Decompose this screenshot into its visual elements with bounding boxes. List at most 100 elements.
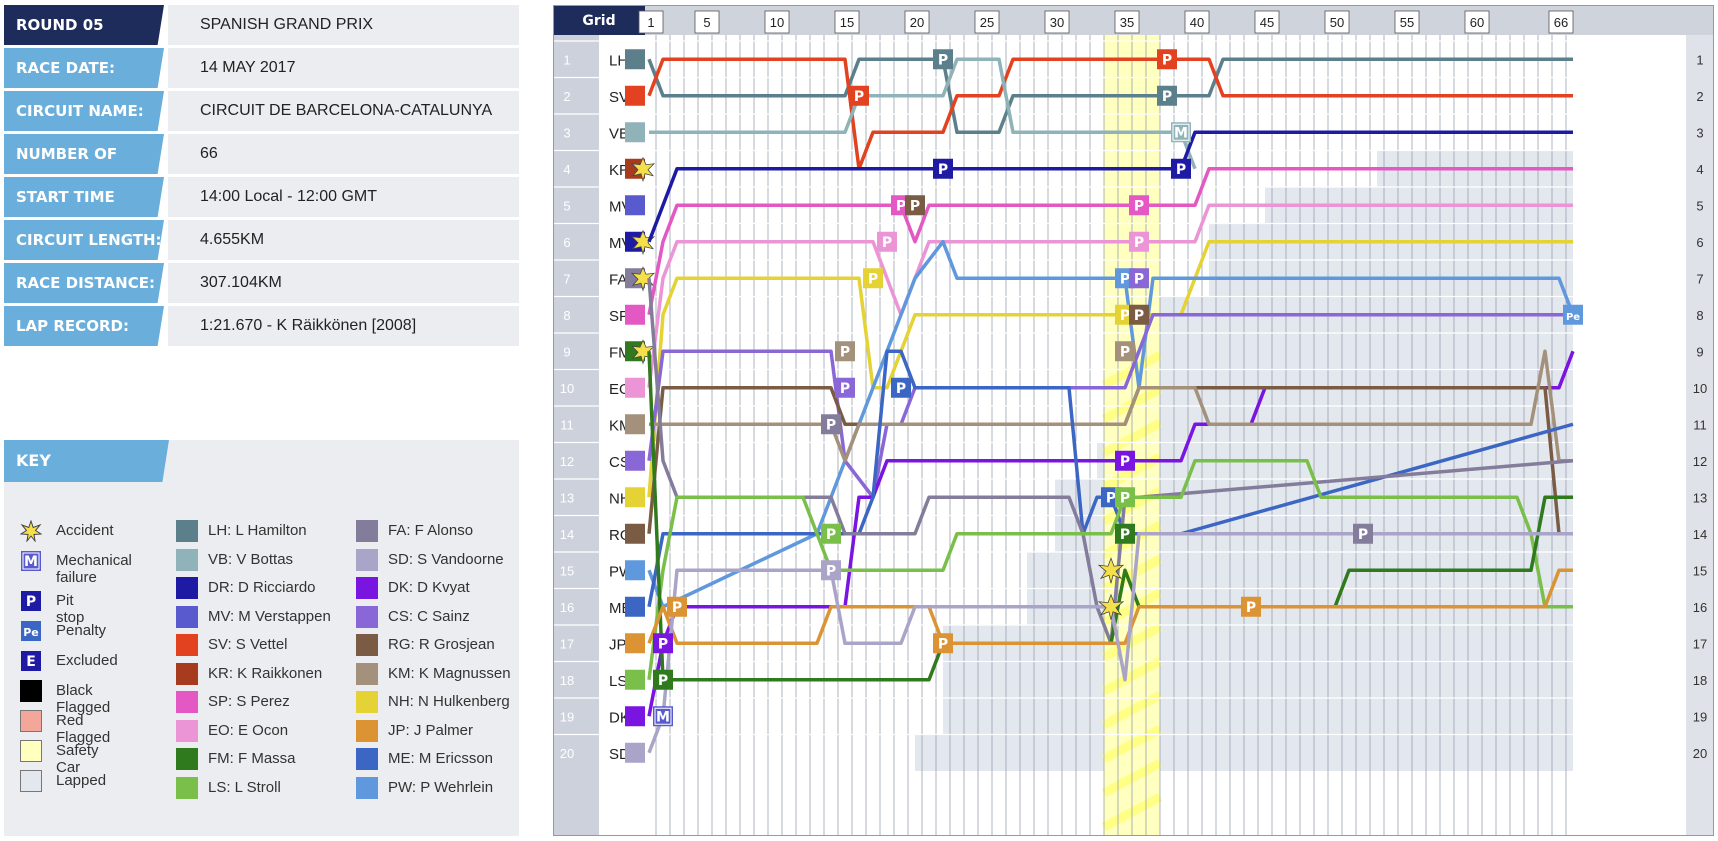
grid-header-box (553, 5, 645, 35)
info-value: 307.104KM (168, 263, 519, 303)
pit-icon (1353, 523, 1373, 544)
marker-label: Pe (1566, 312, 1580, 323)
grid-position-number: 13 (560, 490, 574, 505)
mechanical-icon-border (1172, 123, 1190, 141)
pit-icon (1115, 487, 1135, 508)
lap-tick-box (834, 10, 860, 34)
pit-icon (1115, 450, 1135, 471)
grid-position-number: 10 (560, 381, 574, 396)
info-label: CIRCUIT NAME: (4, 91, 164, 131)
marker-label: P (1106, 490, 1116, 506)
driver-key-label: VB: V Bottas (208, 550, 294, 568)
driver-key-label: LS: L Stroll (208, 778, 281, 796)
lapped-icon (20, 770, 42, 792)
driver-line-sd (647, 532, 1573, 754)
pit-icon (1129, 195, 1149, 216)
grid-position-number: 6 (563, 235, 570, 250)
grid-driver-code: LH (609, 52, 628, 69)
driver-key-label: DR: D Ricciardo (208, 579, 316, 596)
driver-line-dk (647, 350, 1575, 717)
lap-tick-label: 55 (1400, 15, 1414, 30)
grid-driver-color (625, 304, 645, 325)
marker-label: P (826, 527, 836, 543)
info-label: START TIME (4, 177, 164, 217)
final-position-number: 13 (1693, 490, 1707, 505)
accident-icon (630, 156, 656, 183)
grid-position-number: 16 (560, 600, 574, 615)
marker-label: P (1120, 308, 1130, 324)
info-label: RACE DISTANCE: (4, 263, 164, 303)
final-position-number: 18 (1693, 673, 1707, 688)
marker-label: P (896, 198, 906, 214)
pit-icon (863, 268, 883, 289)
pit-icon (933, 633, 953, 654)
marker-label: P (672, 600, 682, 616)
driver-color-swatch (176, 548, 198, 571)
lap-tick-label: 60 (1470, 15, 1484, 30)
driver-key-label: MV: M Verstappen (208, 607, 331, 625)
pit-icon (835, 377, 855, 398)
pit-icon-text: P (26, 594, 36, 610)
driver-color-swatch (176, 634, 198, 656)
pit-icon (1171, 158, 1191, 179)
info-value: 14:00 Local - 12:00 GMT (168, 177, 519, 217)
driver-key-label: ME: M Ericsson (388, 750, 494, 767)
final-position-number: 8 (1696, 308, 1703, 323)
key-label: Lapped (56, 772, 107, 789)
penalty-icon: Pe (21, 621, 41, 641)
pit-icon (1129, 231, 1149, 252)
lap-tick-box (1548, 10, 1574, 34)
grid-driver-color (625, 596, 645, 617)
grid-position-number: 3 (563, 125, 570, 140)
lap-tick-label: 15 (840, 15, 854, 30)
driver-color-swatch (176, 605, 198, 628)
grid-driver-color (625, 633, 645, 654)
pit-icon (849, 85, 869, 106)
driver-key-label: DK: D Kvyat (388, 579, 470, 596)
lap-tick-label: 66 (1554, 15, 1568, 30)
info-row-laps: NUMBER OF LAPS: 66 (4, 134, 519, 174)
final-position-number: 4 (1696, 162, 1703, 177)
lap-tick-box (1324, 10, 1350, 34)
lap-tick-box (694, 10, 720, 34)
driver-key-label: RG: R Grosjean (388, 636, 495, 653)
driver-key-label: CS: C Sainz (388, 607, 470, 625)
info-value: SPANISH GRAND PRIX (168, 5, 519, 45)
grid-driver-code: VB (609, 125, 629, 142)
grid-position-number: 7 (563, 271, 570, 286)
driver-line-ls (647, 459, 1573, 680)
marker-label: P (882, 235, 892, 251)
driver-color-swatch (176, 662, 198, 685)
accident-icon (630, 229, 656, 256)
grid-driver-color (625, 706, 645, 727)
final-position-number: 16 (1693, 600, 1707, 615)
info-row-round: ROUND 05 SPANISH GRAND PRIX (4, 5, 519, 45)
lap-tick-box (1114, 10, 1140, 34)
pit-icon (905, 195, 925, 216)
grid-position-number: 15 (560, 563, 574, 578)
marker-label: P (1134, 308, 1144, 324)
driver-line-pw (647, 240, 1575, 609)
driver-color-swatch (356, 691, 378, 713)
driver-color-swatch (356, 748, 378, 770)
lap-tick-box (1184, 10, 1210, 34)
pit-icon (667, 596, 687, 617)
driver-color-swatch (356, 520, 378, 542)
marker-label: P (1246, 600, 1256, 616)
pit-icon (933, 158, 953, 179)
pit-icon (821, 414, 841, 435)
key-label: Excluded (56, 652, 118, 669)
grid-position-number: 19 (560, 709, 574, 724)
driver-color-swatch (176, 748, 198, 770)
position-strip-right (1686, 5, 1714, 836)
info-row-race-date: RACE DATE: 14 MAY 2017 (4, 48, 519, 88)
lap-tick-box (904, 10, 930, 34)
final-position-number: 14 (1693, 527, 1707, 542)
grid-driver-color (625, 669, 645, 690)
info-row-circuit-name: CIRCUIT NAME: CIRCUIT DE BARCELONA-CATAL… (4, 91, 519, 131)
excluded-icon-text: E (26, 654, 36, 670)
driver-line-jp (647, 568, 1573, 645)
grid-position-number: 9 (563, 344, 570, 359)
key-label: Pit stop (56, 592, 85, 626)
final-position-number: 9 (1696, 344, 1703, 359)
